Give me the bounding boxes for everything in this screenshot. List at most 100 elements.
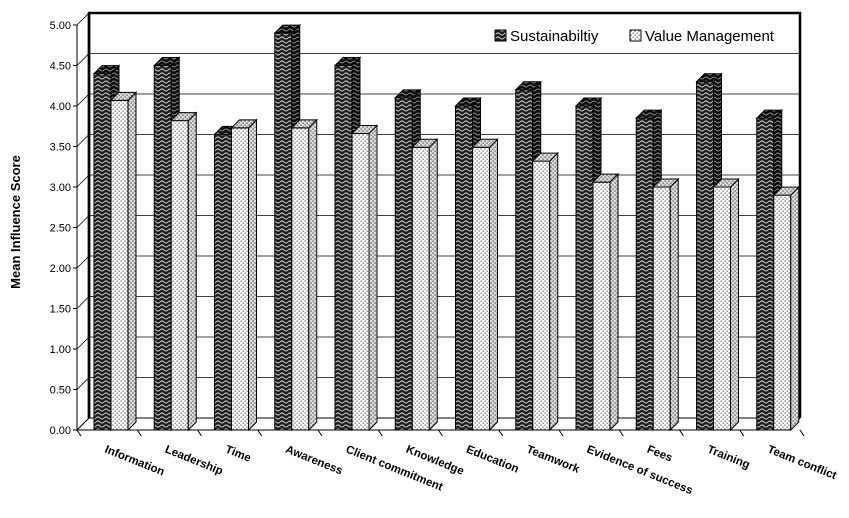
bar-value-management <box>411 146 430 431</box>
gridline-side <box>76 296 90 309</box>
bar-sustainability-top <box>695 73 723 83</box>
gridline-side <box>76 336 90 350</box>
bar-value-management-side <box>609 172 619 432</box>
gridline-side <box>76 174 90 188</box>
legend-swatch-value-management <box>629 29 642 42</box>
bar-value-management-top <box>170 112 198 122</box>
x-tick <box>317 429 323 437</box>
x-tick <box>558 429 564 437</box>
y-tick-label: 5.00 <box>50 20 71 32</box>
x-tick <box>257 429 263 437</box>
bar-sustainability-top <box>92 65 121 75</box>
bar-value-management-side <box>127 91 137 432</box>
y-tick-label: 4.00 <box>50 101 71 113</box>
bar-value-management-top <box>772 186 800 196</box>
legend-swatch-sustainability <box>494 29 507 42</box>
bar-value-management <box>170 120 189 431</box>
y-tick-label: 2.50 <box>50 223 71 235</box>
gridline-side <box>76 53 90 66</box>
bar-sustainability <box>334 65 353 431</box>
bar-sustainability <box>394 97 413 431</box>
x-category-label: Education <box>464 444 520 476</box>
bar-sustainability <box>575 105 594 431</box>
bar-value-management <box>472 146 490 431</box>
x-tick <box>438 429 443 437</box>
y-tick-label: 3.50 <box>50 142 71 154</box>
bar-value-management-top <box>230 119 258 129</box>
legend-label-value-management: Value Management <box>645 28 775 45</box>
bar-sustainability <box>214 133 232 431</box>
x-category-label: Information <box>103 444 166 479</box>
bar-value-management <box>592 181 611 431</box>
x-tick <box>377 429 383 437</box>
plot-background <box>77 13 800 430</box>
bar-value-management-top <box>591 173 620 183</box>
x-category-label: Time <box>223 444 252 465</box>
x-tick <box>679 429 684 437</box>
x-category-label: Training <box>705 444 751 472</box>
bar-sustainability <box>756 117 775 431</box>
bar-value-management-side <box>549 151 559 432</box>
bar-sustainability-top <box>514 81 542 91</box>
y-tick-label: 2.00 <box>50 263 71 275</box>
x-tick <box>76 429 82 437</box>
bar-value-management-top <box>712 178 740 188</box>
y-tick-label: 0.00 <box>50 425 71 437</box>
gridline-side <box>76 255 90 269</box>
gridline-side <box>76 417 90 431</box>
x-category-label: Team conflict <box>766 444 839 483</box>
bar-sustainability-top <box>635 109 663 119</box>
bar-sustainability-top <box>454 97 482 107</box>
bar-sustainability-top <box>574 97 603 107</box>
bar-value-management <box>351 133 370 431</box>
x-tick <box>739 429 745 437</box>
bar-sustainability <box>696 81 714 431</box>
bar-value-management <box>110 99 129 431</box>
y-tick-label: 1.50 <box>50 304 71 316</box>
x-category-label: Fees <box>645 444 674 465</box>
x-tick <box>197 429 202 437</box>
x-category-label: Awareness <box>284 444 345 478</box>
bar-sustainability <box>635 117 654 431</box>
bar-value-management-top <box>531 152 559 162</box>
bar-value-management-side <box>428 138 438 432</box>
bar-sustainability <box>515 89 534 431</box>
y-tick-label: 4.50 <box>50 61 71 73</box>
plot-area: 0.00 0.50 1.00 1.50 2.00 2.50 3.00 3.50 4.00 4.50… <box>50 11 839 498</box>
bar-value-management-top <box>290 119 318 129</box>
bar-value-management <box>713 186 731 431</box>
x-tick <box>618 429 624 437</box>
x-tick <box>799 429 805 437</box>
bar-value-management <box>291 127 310 431</box>
bar-value-management <box>231 127 249 431</box>
bar-value-management-side <box>730 177 739 432</box>
y-tick-label: 0.50 <box>50 385 71 397</box>
bar-sustainability <box>455 105 473 431</box>
bar-value-management-top <box>109 91 138 101</box>
y-axis-title: Mean Influence Score <box>8 155 23 289</box>
bar-value-management-top <box>350 125 379 135</box>
bar-value-management-top <box>652 178 680 188</box>
x-tick <box>136 429 142 437</box>
bar-value-management-side <box>669 177 679 432</box>
bar-sustainability <box>93 73 112 431</box>
x-category-label: Leadership <box>163 444 224 478</box>
legend: Sustainabiltiy Value Management <box>494 28 775 45</box>
bar-sustainability-top <box>153 57 181 66</box>
bar-value-management-side <box>187 111 197 432</box>
legend-label-sustainability: Sustainabiltiy <box>510 28 599 45</box>
gridline-side <box>76 134 90 147</box>
bar-value-management <box>773 194 792 431</box>
gridline-side <box>76 377 90 390</box>
bar-value-management-side <box>489 138 498 432</box>
bar-value-management-side <box>248 118 257 432</box>
bar-value-management <box>652 186 671 431</box>
gridline-side <box>76 93 90 107</box>
x-category-label: Evidence of success <box>585 444 694 498</box>
x-tick <box>498 429 504 437</box>
bar-value-management-side <box>368 124 378 432</box>
bar-sustainability-top <box>333 57 362 66</box>
bar-value-management <box>532 160 551 431</box>
gridline-side <box>76 215 90 228</box>
